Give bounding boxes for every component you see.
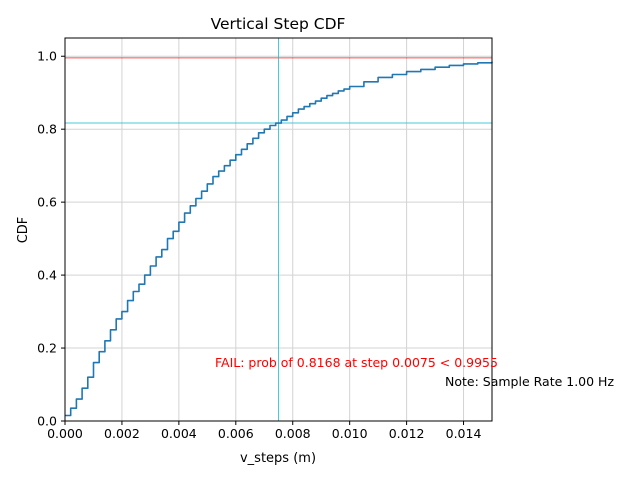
sample-rate-note: Note: Sample Rate 1.00 Hz [445, 374, 614, 389]
x-tick-label: 0.006 [218, 426, 254, 441]
fail-annotation: FAIL: prob of 0.8168 at step 0.0075 < 0.… [215, 355, 498, 370]
x-tick-label: 0.012 [389, 426, 425, 441]
y-tick-label: 0.2 [37, 341, 57, 356]
y-tick-label: 0.4 [37, 268, 57, 283]
chart-title: Vertical Step CDF [211, 15, 346, 33]
ticks: 0.000 0.002 0.004 0.006 0.008 0.010 0.012 0.014… [37, 49, 481, 441]
x-tick-label: 0.008 [275, 426, 311, 441]
x-tick-label: 0.002 [104, 426, 140, 441]
x-tick-label: 0.014 [446, 426, 482, 441]
y-tick-label: 0.6 [37, 195, 57, 210]
series-layer [65, 61, 493, 417]
x-axis-label: v_steps (m) [240, 451, 316, 466]
x-tick-label: 0.000 [47, 426, 83, 441]
y-tick-label: 0.0 [37, 414, 57, 429]
y-tick-label: 0.8 [37, 122, 57, 137]
y-tick-label: 1.0 [37, 49, 57, 64]
axes-frame [64, 37, 493, 422]
x-tick-label: 0.004 [161, 426, 197, 441]
y-axis-label: CDF [16, 217, 31, 244]
x-tick-label: 0.010 [332, 426, 368, 441]
cdf-series-line [65, 61, 493, 417]
